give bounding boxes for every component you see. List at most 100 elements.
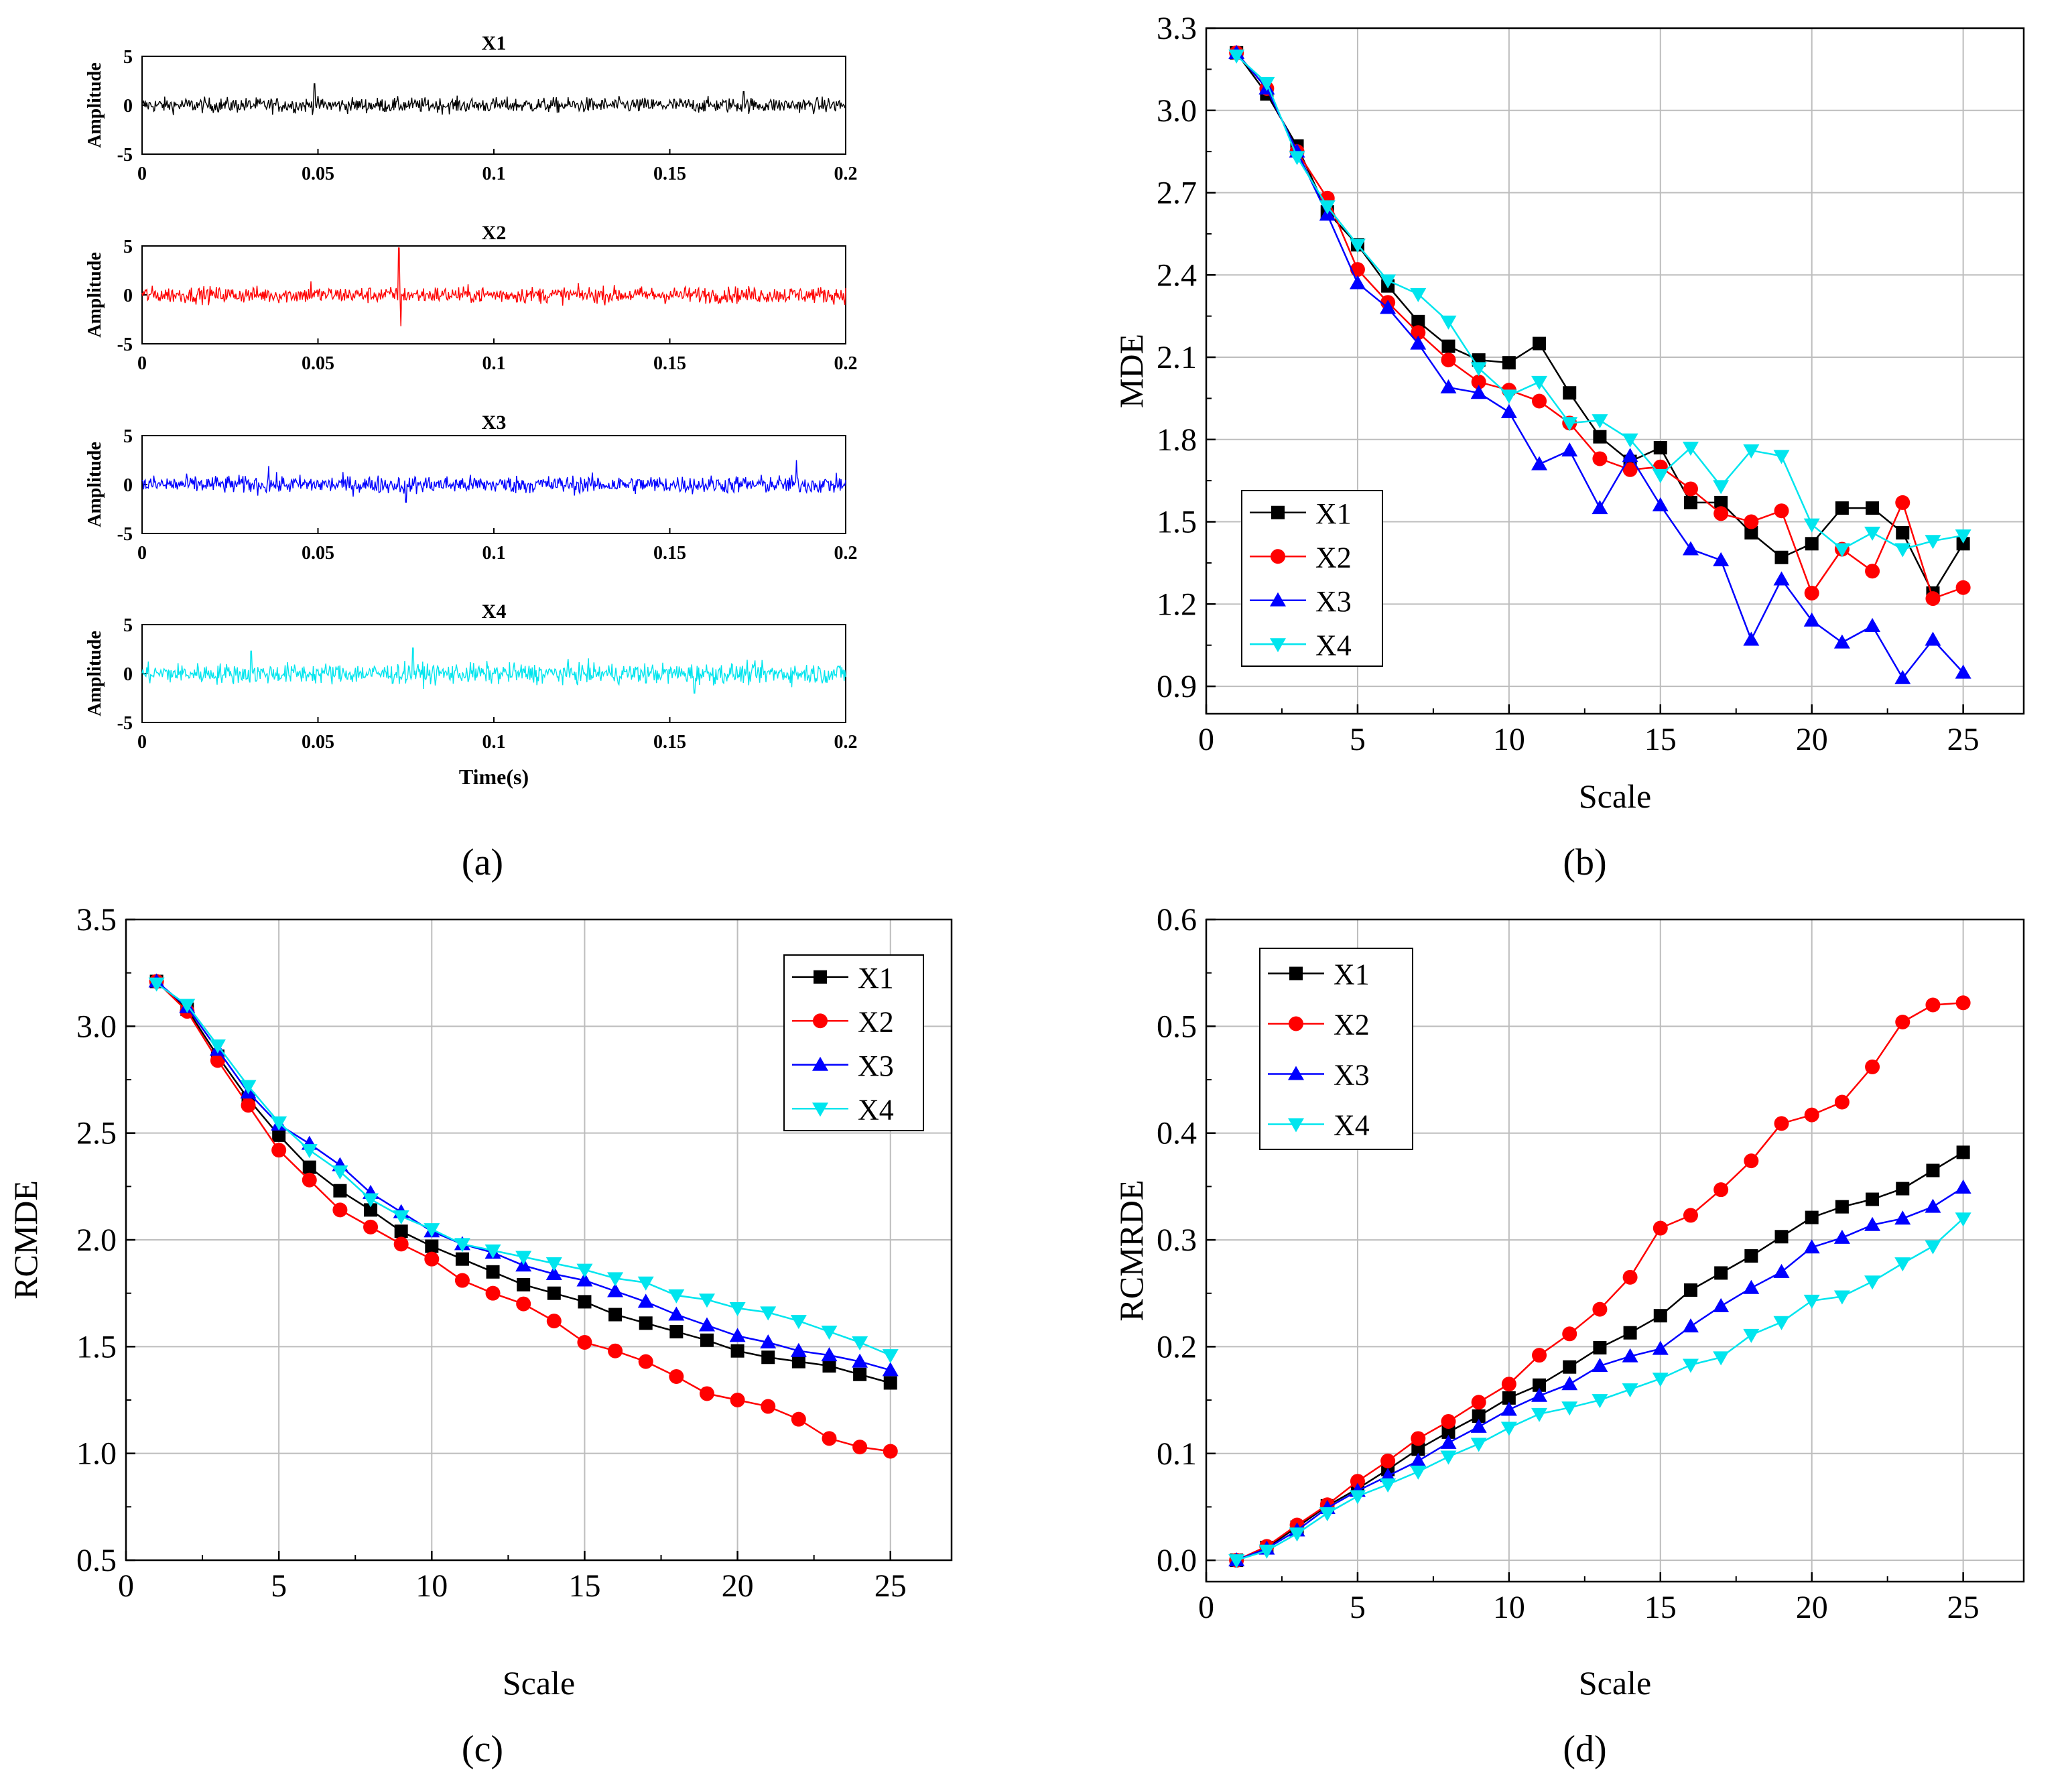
x-tick-label: 5	[1350, 722, 1366, 757]
data-point-X3	[1470, 1418, 1487, 1433]
data-point-X3	[1349, 275, 1366, 290]
data-point-X1	[1563, 1360, 1577, 1374]
subplot-title: X3	[482, 411, 507, 434]
y-tick-label: 0.3	[1157, 1222, 1197, 1258]
data-point-X4	[1652, 468, 1669, 483]
data-point-X1	[1593, 1341, 1607, 1355]
data-point-X2	[1562, 1326, 1577, 1342]
data-point-X2	[516, 1296, 531, 1312]
data-point-X4	[545, 1257, 562, 1272]
data-point-X4	[424, 1223, 440, 1238]
data-point-X3	[1833, 634, 1850, 649]
legend-label-X4: X4	[858, 1093, 894, 1126]
panel-label-c: (c)	[462, 1728, 503, 1770]
data-point-X4	[1713, 480, 1730, 495]
legend-label-X3: X3	[858, 1050, 894, 1082]
y-axis-label: Amplitude	[84, 631, 105, 716]
data-point-X3	[1773, 571, 1790, 586]
data-point-X2	[1592, 1302, 1608, 1317]
data-point-X1	[1411, 314, 1425, 328]
data-point-X3	[1410, 335, 1427, 350]
x-tick-label: 5	[1350, 1590, 1366, 1625]
y-tick-label: 0.9	[1157, 669, 1197, 704]
data-point-X2	[1713, 506, 1729, 521]
x-tick-label: 0.05	[302, 732, 334, 753]
x-tick-label: 0.2	[834, 543, 858, 564]
legend-marker-X2	[813, 1013, 828, 1029]
y-tick-label: 0	[123, 286, 133, 306]
axes-frame	[1205, 918, 2025, 1583]
x-tick-label: 0.15	[653, 164, 686, 184]
data-point-X4	[1289, 151, 1305, 166]
y-tick-label: 5	[123, 47, 133, 68]
x-tick-label: 15	[568, 1568, 600, 1604]
y-tick-label: 1.2	[1157, 586, 1197, 622]
data-point-X2	[241, 1098, 256, 1113]
data-point-X2	[393, 1236, 409, 1252]
y-tick-label: 0.0	[1157, 1543, 1197, 1578]
data-point-X1	[1441, 339, 1455, 353]
x-tick-label: 5	[271, 1568, 287, 1604]
data-point-X4	[1561, 417, 1578, 432]
series-X2	[149, 974, 898, 1459]
data-point-X1	[639, 1316, 653, 1330]
legend-marker-X3	[812, 1056, 828, 1071]
data-point-X2	[1380, 1453, 1396, 1468]
data-point-X4	[729, 1302, 746, 1316]
legend-marker-X4	[1288, 1118, 1304, 1133]
data-point-X4	[1713, 1351, 1730, 1366]
series-line-X1	[1236, 1151, 1964, 1562]
data-point-X2	[210, 1053, 225, 1068]
series-X4	[1228, 49, 1971, 558]
data-point-X1	[1653, 1309, 1667, 1323]
data-point-X2	[1592, 451, 1608, 466]
legend-marker-X2	[1271, 549, 1285, 564]
data-point-X2	[1744, 1153, 1759, 1169]
x-tick-label: 0.2	[834, 164, 858, 184]
data-point-X1	[1744, 525, 1758, 540]
y-tick-label: 0.4	[1157, 1116, 1197, 1151]
data-point-X2	[669, 1369, 684, 1384]
data-point-X4	[1380, 1478, 1397, 1493]
data-point-X2	[363, 1219, 379, 1234]
legend-label-X1: X1	[858, 962, 894, 995]
data-point-X1	[425, 1239, 439, 1253]
x-tick-label: 0.2	[834, 732, 858, 753]
panel-label-b: (b)	[1563, 842, 1606, 883]
data-point-X3	[1833, 1229, 1850, 1244]
data-point-X1	[1472, 1409, 1486, 1423]
y-tick-label: 0.6	[1157, 902, 1197, 938]
data-point-X4	[209, 1039, 226, 1054]
y-axis-label: Amplitude	[84, 62, 105, 148]
data-point-X3	[1592, 500, 1608, 515]
legend-label-X2: X2	[1315, 541, 1352, 574]
data-point-X1	[791, 1354, 805, 1369]
y-tick-label: 0	[123, 475, 133, 496]
data-point-X3	[1500, 403, 1517, 418]
data-point-X3	[637, 1293, 654, 1308]
axis-ticks: 0 5 10 15 20 25 0.9 1.2 1.5 1.8 2.1 2.4 2.7 3.0 3.3	[1157, 11, 1980, 757]
series-X4	[148, 977, 899, 1364]
data-point-X1	[1533, 1378, 1547, 1392]
y-tick-label: 0.5	[76, 1543, 117, 1578]
data-point-X3	[1622, 448, 1638, 462]
data-point-X4	[1258, 1544, 1275, 1559]
data-point-X1	[1866, 1192, 1880, 1206]
data-point-X4	[454, 1238, 470, 1253]
series-line-X1	[155, 980, 891, 1384]
data-point-X4	[484, 1244, 501, 1259]
panel-c: 0 5 10 15 20 25 0.5 1.0 1.5 2.0 2.5 3.0 3.5 Scale RCMD…	[7, 902, 953, 1702]
series-X4	[1228, 1212, 1971, 1569]
x-tick-label: 0.1	[482, 353, 506, 374]
data-point-X4	[1500, 389, 1517, 404]
data-point-X2	[332, 1202, 348, 1218]
legend-label-X1: X1	[1334, 958, 1370, 991]
x-tick-label: 0.2	[834, 353, 858, 374]
x-tick-label: 20	[1796, 1590, 1828, 1625]
data-point-X4	[790, 1315, 807, 1330]
data-point-X3	[1440, 379, 1457, 394]
y-axis-label: Amplitude	[84, 442, 105, 527]
x-tick-label: 25	[1947, 722, 1980, 757]
